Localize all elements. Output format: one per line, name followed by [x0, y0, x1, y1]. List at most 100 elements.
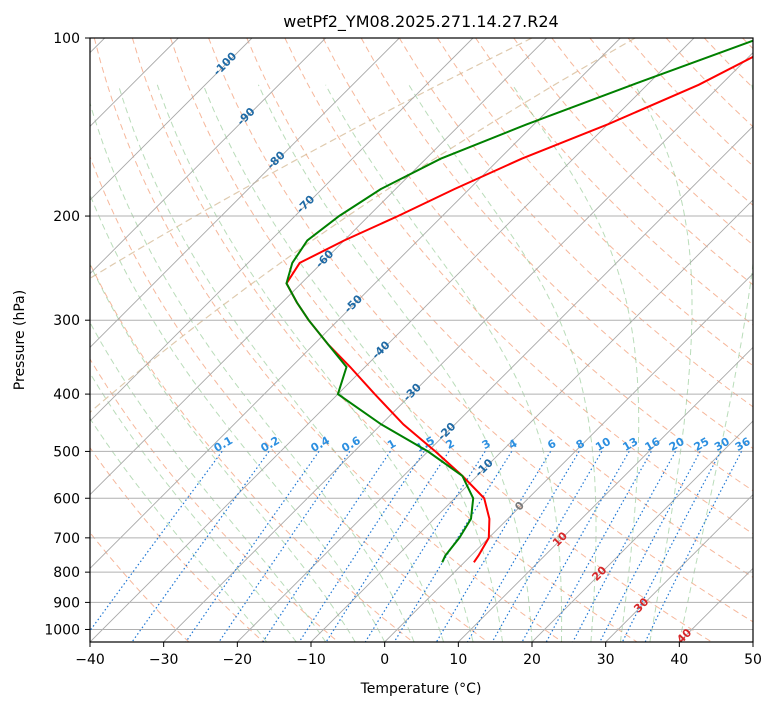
isotherm-label: -90 — [234, 105, 257, 128]
dry-adiabat — [246, 38, 753, 578]
isotherm-line — [90, 38, 621, 569]
isotherm-line — [458, 346, 753, 642]
x-tick-label: 20 — [523, 652, 541, 668]
isotherm-line — [531, 420, 753, 642]
dry-adiabat — [551, 38, 753, 246]
isotherm-label: -50 — [342, 292, 365, 315]
y-tick-label: 400 — [53, 387, 80, 403]
x-tick-label: 30 — [597, 652, 615, 668]
mixing-ratio-line — [364, 451, 486, 642]
y-tick-label: 1000 — [44, 622, 80, 638]
y-tick-label: 200 — [53, 209, 80, 225]
mixing-ratio-label: 1 — [385, 437, 398, 452]
moist-adiabat — [202, 84, 503, 642]
pressure-gridlines — [90, 38, 753, 630]
dry-adiabat — [665, 38, 753, 128]
y-tick-label: 800 — [53, 565, 80, 581]
plot-area: -100-90-80-70-60-50-40-30-20-10010203040… — [90, 38, 753, 642]
plot-frame — [89, 37, 754, 643]
mixing-ratio-line — [262, 451, 391, 642]
isotherms — [90, 38, 753, 642]
isotherm-line — [310, 199, 753, 642]
x-tick-label: 0 — [380, 652, 389, 668]
isotherm-line — [90, 38, 326, 275]
isotherm-line — [163, 52, 753, 642]
mixing-ratio-lines — [90, 451, 743, 642]
isotherm-line — [90, 38, 400, 348]
mixing-ratio-line — [572, 451, 677, 642]
isotherm-label: -10 — [473, 456, 496, 479]
mixing-ratio-line — [131, 451, 270, 642]
dry-adiabat — [90, 155, 489, 642]
isotherm-line — [679, 567, 753, 642]
dry-adiabat — [208, 38, 753, 623]
mixing-ratio-line — [521, 451, 630, 642]
x-tick-label: −20 — [223, 652, 253, 668]
x-tick-label: −30 — [149, 652, 179, 668]
moist-adiabat — [90, 101, 415, 642]
x-axis-label: Temperature (°C) — [360, 681, 482, 697]
moist-adiabat — [117, 84, 445, 642]
mixing-ratio-line — [466, 451, 580, 642]
mixing-ratio-line — [491, 451, 603, 642]
moist-adiabat — [156, 84, 474, 642]
dry-adiabat — [589, 38, 753, 206]
dry-adiabat — [475, 38, 753, 326]
mixing-ratio-line — [599, 451, 701, 642]
mixing-ratio-label: 4 — [506, 437, 519, 452]
y-tick-label: 100 — [53, 31, 80, 47]
y-tick-label: 600 — [53, 491, 80, 507]
mixing-ratio-line — [298, 451, 425, 642]
moist-adiabat — [90, 417, 268, 642]
dry-adiabat — [360, 38, 753, 450]
mixing-ratio-line — [644, 451, 743, 642]
isotherm-line — [90, 38, 474, 422]
dry-adiabat — [93, 38, 564, 642]
isotherm-line — [90, 38, 547, 496]
chart-title: wetPf2_YM08.2025.271.14.27.R24 — [283, 12, 558, 32]
x-axis: −40 −30 −20 −10 0 10 20 30 40 50 — [75, 642, 762, 668]
mixing-ratio-label: 6 — [545, 437, 558, 452]
moist-adiabat — [90, 263, 356, 642]
dry-adiabat — [703, 38, 753, 89]
isotherm-label: 30 — [631, 595, 651, 615]
x-tick-label: −40 — [75, 652, 105, 668]
y-tick-label: 300 — [53, 313, 80, 329]
x-tick-label: 50 — [744, 652, 762, 668]
isotherm-label: 0 — [512, 499, 527, 514]
dry-adiabat — [90, 262, 414, 642]
moist-adiabat — [257, 84, 533, 642]
isotherm-label: -80 — [265, 148, 288, 171]
mixing-ratio-label: 3 — [480, 437, 493, 452]
dry-adiabat — [131, 38, 638, 642]
mixing-ratio-label: 8 — [574, 437, 587, 452]
y-axis-label: Pressure (hPa) — [12, 290, 28, 390]
x-tick-label: 10 — [449, 652, 467, 668]
dewpoint-profile — [285, 39, 753, 563]
moist-adiabat — [325, 84, 563, 642]
x-tick-label: −10 — [296, 652, 326, 668]
moist-adiabat — [634, 84, 693, 642]
theta-e-line — [90, 38, 636, 414]
mixing-ratio-label: 2 — [444, 437, 457, 452]
moist-adiabat — [90, 321, 327, 642]
isotherm-label: 20 — [589, 563, 609, 583]
dry-adiabat — [322, 38, 753, 492]
isotherm-line — [384, 273, 753, 642]
theta-e-curves — [90, 38, 636, 414]
isotherm-label: -30 — [401, 381, 424, 404]
y-tick-label: 900 — [53, 595, 80, 611]
dry-adiabat — [90, 358, 339, 642]
moist-adiabat — [678, 84, 753, 642]
dry-adiabat — [436, 38, 753, 367]
isotherm-line — [752, 641, 753, 642]
isotherm-label: -40 — [369, 338, 392, 361]
y-tick-label: 500 — [53, 444, 80, 460]
isotherm-label: -70 — [294, 193, 317, 216]
moist-adiabats — [90, 84, 753, 642]
mixing-ratio-line — [325, 451, 450, 642]
moist-adiabat — [511, 84, 640, 642]
dry-adiabat — [513, 38, 753, 286]
